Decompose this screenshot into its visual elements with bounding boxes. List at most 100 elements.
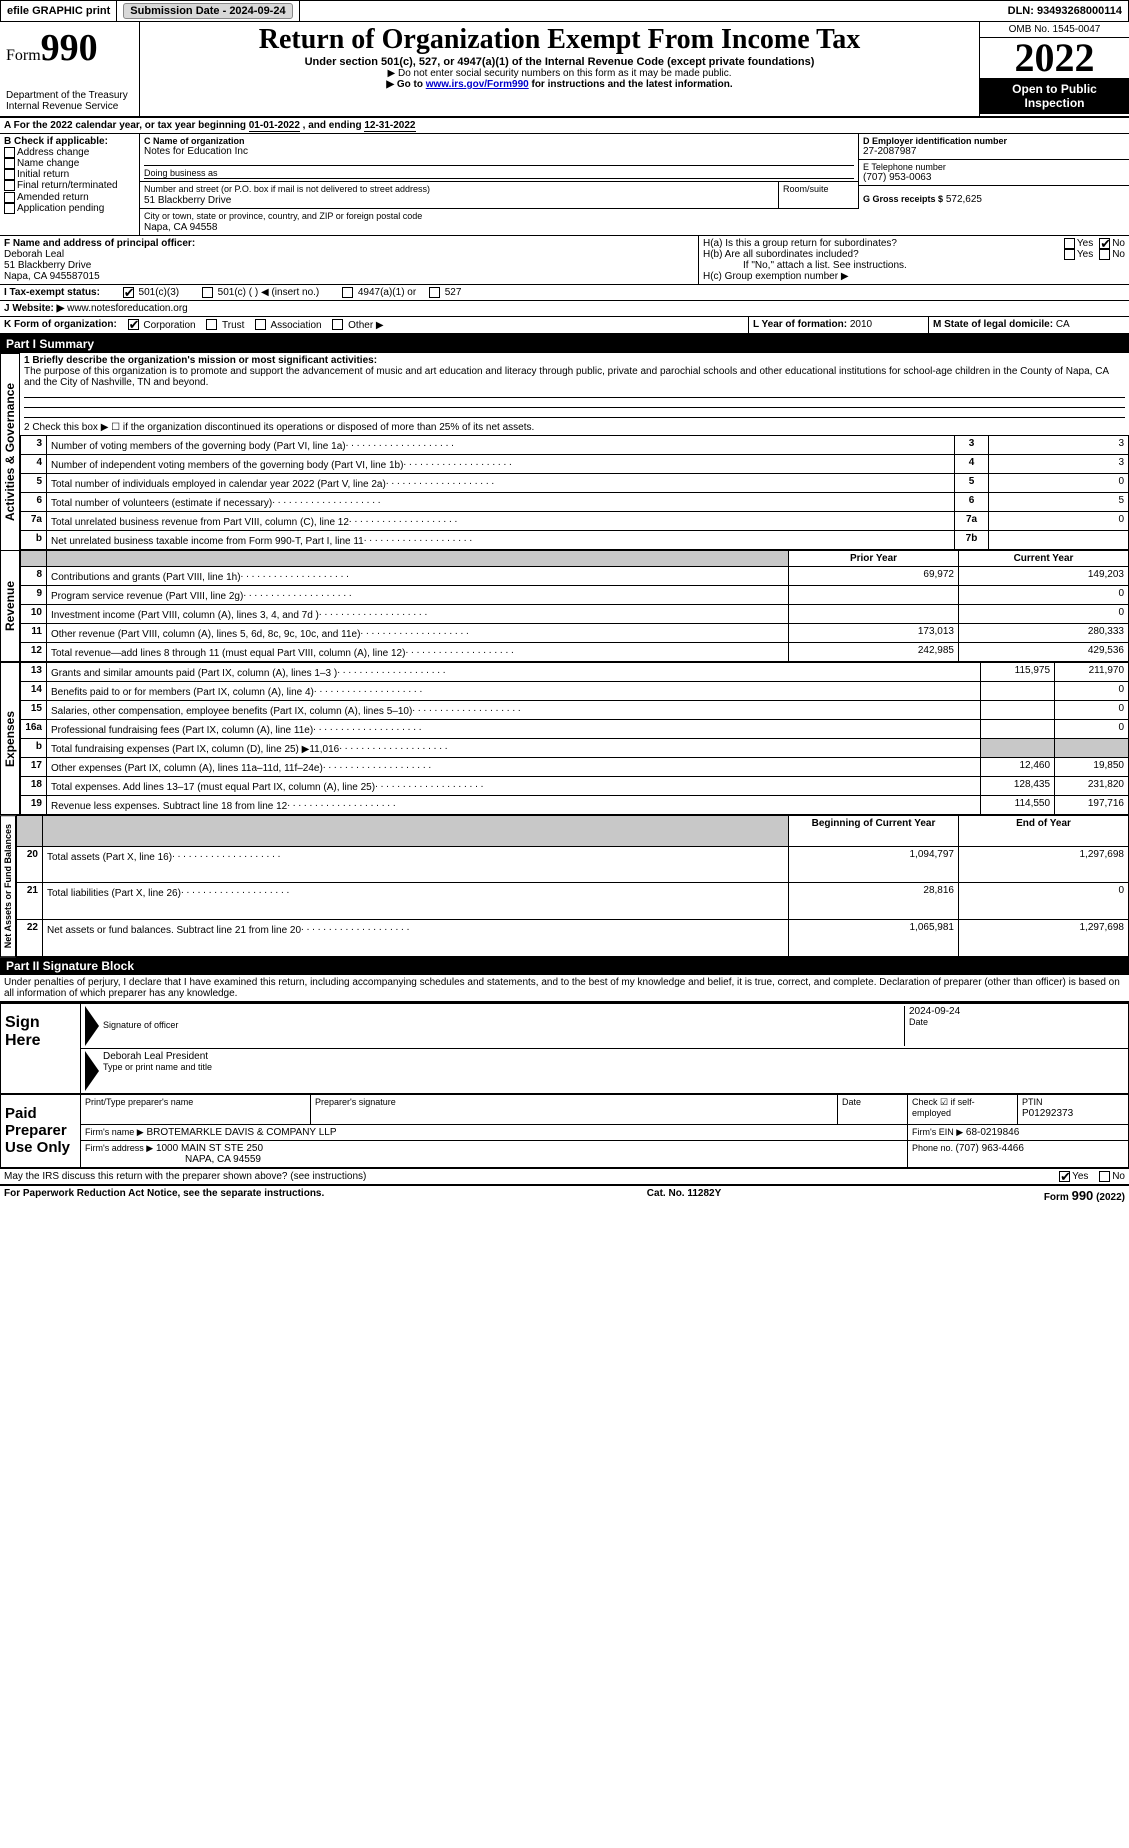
l-label: L Year of formation: bbox=[753, 319, 850, 330]
table-row: 19Revenue less expenses. Subtract line 1… bbox=[21, 795, 1129, 814]
table-row: 10Investment income (Part VIII, column (… bbox=[21, 604, 1129, 623]
dept-treasury: Department of the Treasury bbox=[6, 90, 133, 101]
h-a-no[interactable]: No bbox=[1099, 238, 1125, 249]
k-corp[interactable]: Corporation bbox=[128, 320, 196, 331]
footer-left: For Paperwork Reduction Act Notice, see … bbox=[4, 1188, 324, 1203]
sig-date-value: 2024-09-24 bbox=[909, 1006, 1124, 1017]
i-501c[interactable]: 501(c) ( ) ◀ (insert no.) bbox=[202, 287, 319, 298]
i-label: I Tax-exempt status: bbox=[4, 287, 100, 298]
sig-date-label: Date bbox=[909, 1017, 1124, 1027]
box-i: I Tax-exempt status: 501(c)(3) 501(c) ( … bbox=[0, 285, 1129, 301]
prep-name-label: Print/Type preparer's name bbox=[85, 1097, 193, 1107]
table-row: 3Number of voting members of the governi… bbox=[21, 435, 1129, 454]
discuss-no[interactable]: No bbox=[1099, 1171, 1125, 1182]
officer-name: Deborah Leal bbox=[4, 249, 64, 260]
tab-expenses: Expenses bbox=[0, 662, 20, 815]
h-c: H(c) Group exemption number ▶ bbox=[703, 271, 1125, 282]
h-b-no[interactable]: No bbox=[1099, 249, 1125, 260]
opt-final[interactable]: Final return/terminated bbox=[4, 180, 135, 191]
tab-revenue: Revenue bbox=[0, 550, 20, 662]
box-b-label: B Check if applicable: bbox=[4, 136, 135, 147]
tax-year: 2022 bbox=[980, 38, 1129, 78]
form-990: 990 bbox=[41, 27, 98, 69]
table-row: 13Grants and similar amounts paid (Part … bbox=[21, 662, 1129, 681]
prep-sig-label: Preparer's signature bbox=[315, 1097, 396, 1107]
table-row: 17Other expenses (Part IX, column (A), l… bbox=[21, 757, 1129, 776]
table-row: 15Salaries, other compensation, employee… bbox=[21, 700, 1129, 719]
mission-text: The purpose of this organization is to p… bbox=[24, 366, 1109, 388]
firm-addr-label: Firm's address ▶ bbox=[85, 1143, 153, 1153]
m-value: CA bbox=[1056, 319, 1070, 330]
opt-address[interactable]: Address change bbox=[4, 147, 135, 158]
table-row: 8Contributions and grants (Part VIII, li… bbox=[21, 566, 1129, 585]
box-j: J Website: ▶ www.notesforeducation.org bbox=[0, 301, 1129, 317]
open-to-public: Open to Public Inspection bbox=[980, 78, 1129, 114]
street-label: Number and street (or P.O. box if mail i… bbox=[144, 184, 430, 194]
box-f: F Name and address of principal officer:… bbox=[0, 236, 699, 285]
sig-officer-label: Signature of officer bbox=[103, 1020, 904, 1030]
line-a: A For the 2022 calendar year, or tax yea… bbox=[0, 118, 1129, 134]
ptin-value: P01292373 bbox=[1022, 1108, 1073, 1119]
period-label: A For the 2022 calendar year, or tax yea… bbox=[4, 120, 249, 131]
j-label: J Website: ▶ bbox=[4, 303, 64, 314]
h-a-yes[interactable]: Yes bbox=[1064, 238, 1093, 249]
ssn-note: ▶ Do not enter social security numbers o… bbox=[146, 68, 973, 79]
ein-value: 27-2087987 bbox=[863, 146, 1125, 157]
goto-prefix: ▶ Go to bbox=[386, 79, 425, 90]
opt-initial[interactable]: Initial return bbox=[4, 169, 135, 180]
opt-name[interactable]: Name change bbox=[4, 158, 135, 169]
officer-addr1: 51 Blackberry Drive bbox=[4, 260, 91, 271]
officer-addr2: Napa, CA 945587015 bbox=[4, 271, 100, 282]
org-name: Notes for Education Inc bbox=[144, 146, 854, 157]
gross-label: G Gross receipts $ bbox=[863, 194, 943, 204]
check-self[interactable]: Check ☑ if self-employed bbox=[912, 1097, 975, 1118]
street-value: 51 Blackberry Drive bbox=[144, 195, 231, 206]
firm-ein: 68-0219846 bbox=[966, 1127, 1019, 1138]
table-row: 9Program service revenue (Part VIII, lin… bbox=[21, 585, 1129, 604]
gross-value: 572,625 bbox=[946, 194, 982, 205]
city-label: City or town, state or province, country… bbox=[144, 211, 422, 221]
i-4947[interactable]: 4947(a)(1) or bbox=[342, 287, 416, 298]
prep-phone-label: Phone no. bbox=[912, 1143, 956, 1153]
table-row: 6Total number of volunteers (estimate if… bbox=[21, 492, 1129, 511]
box-h: H(a) Is this a group return for subordin… bbox=[699, 236, 1129, 285]
room-label: Room/suite bbox=[783, 184, 829, 194]
declaration: Under penalties of perjury, I declare th… bbox=[0, 975, 1129, 1002]
firm-name: BROTEMARKLE DAVIS & COMPANY LLP bbox=[146, 1127, 336, 1138]
k-trust[interactable]: Trust bbox=[206, 320, 244, 331]
k-other[interactable]: Other ▶ bbox=[332, 320, 383, 331]
table-row: 16aProfessional fundraising fees (Part I… bbox=[21, 719, 1129, 738]
m-label: M State of legal domicile: bbox=[933, 319, 1056, 330]
table-header: Beginning of Current YearEnd of Year bbox=[17, 815, 1129, 846]
line-2: 2 Check this box ▶ ☐ if the organization… bbox=[20, 420, 1129, 435]
table-row: 22Net assets or fund balances. Subtract … bbox=[17, 920, 1129, 957]
box-c: C Name of organization Notes for Educati… bbox=[140, 134, 859, 236]
gov-table: 3Number of voting members of the governi… bbox=[20, 435, 1129, 550]
irs-link[interactable]: www.irs.gov/Form990 bbox=[426, 79, 529, 90]
opt-pending[interactable]: Application pending bbox=[4, 203, 135, 214]
h-b-yes[interactable]: Yes bbox=[1064, 249, 1093, 260]
discuss-yes[interactable]: Yes bbox=[1059, 1171, 1088, 1182]
firm-name-label: Firm's name ▶ bbox=[85, 1127, 144, 1137]
header-left: Form990 Department of the Treasury Inter… bbox=[0, 22, 140, 116]
opt-amended[interactable]: Amended return bbox=[4, 192, 135, 203]
f-label: F Name and address of principal officer: bbox=[4, 238, 195, 249]
part-i-body: Activities & Governance 1 Briefly descri… bbox=[0, 353, 1129, 550]
i-501c3[interactable]: 501(c)(3) bbox=[123, 287, 179, 298]
form-word: Form bbox=[6, 47, 41, 64]
h-b: H(b) Are all subordinates included? bbox=[703, 249, 1064, 260]
box-m: M State of legal domicile: CA bbox=[929, 317, 1129, 332]
box-b: B Check if applicable: Address change Na… bbox=[0, 134, 140, 236]
firm-ein-label: Firm's EIN ▶ bbox=[912, 1127, 963, 1137]
city-value: Napa, CA 94558 bbox=[144, 222, 217, 233]
header-center: Return of Organization Exempt From Incom… bbox=[140, 22, 979, 116]
i-527[interactable]: 527 bbox=[429, 287, 461, 298]
website-value: www.notesforeducation.org bbox=[67, 303, 188, 314]
exp-block: Expenses 13Grants and similar amounts pa… bbox=[0, 662, 1129, 815]
efile-label: efile GRAPHIC print bbox=[1, 1, 117, 21]
tab-net: Net Assets or Fund Balances bbox=[0, 815, 16, 957]
submission-date-button[interactable]: Submission Date - 2024-09-24 bbox=[123, 3, 292, 19]
tab-governance: Activities & Governance bbox=[0, 353, 20, 550]
h-b-note: If "No," attach a list. See instructions… bbox=[703, 260, 1125, 271]
k-assoc[interactable]: Association bbox=[255, 320, 321, 331]
